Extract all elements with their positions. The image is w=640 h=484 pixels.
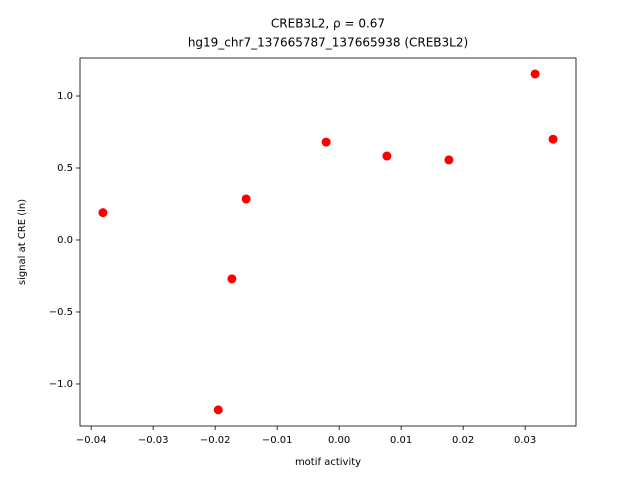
x-tick-label: 0.01 (390, 435, 412, 446)
y-tick-label: −1.0 (49, 379, 73, 390)
chart-title: CREB3L2, ρ = 0.67 (271, 17, 385, 31)
y-tick-label: 0.0 (57, 235, 73, 246)
x-axis-label: motif activity (295, 457, 361, 468)
y-tick-label: 0.5 (57, 163, 73, 174)
point (530, 69, 540, 79)
x-tick-label: −0.01 (262, 435, 293, 446)
plot-frame (79, 57, 577, 427)
point (213, 405, 223, 415)
y-axis-label: signal at CRE (ln) (17, 199, 28, 285)
point (444, 155, 454, 165)
point (321, 137, 331, 147)
y-tick-label: 1.0 (57, 91, 73, 102)
x-tick-label: 0.00 (328, 435, 350, 446)
point (227, 274, 237, 284)
x-tick-label: 0.02 (452, 435, 474, 446)
x-tick-label: −0.04 (76, 435, 107, 446)
x-tick-label: −0.03 (138, 435, 169, 446)
chart-subtitle: hg19_chr7_137665787_137665938 (CREB3L2) (188, 36, 468, 50)
point (548, 134, 558, 144)
x-tick-label: 0.03 (514, 435, 536, 446)
point (241, 194, 251, 204)
x-tick-label: −0.02 (200, 435, 231, 446)
y-tick-label: −0.5 (49, 307, 73, 318)
point (382, 151, 392, 161)
point (98, 208, 108, 218)
